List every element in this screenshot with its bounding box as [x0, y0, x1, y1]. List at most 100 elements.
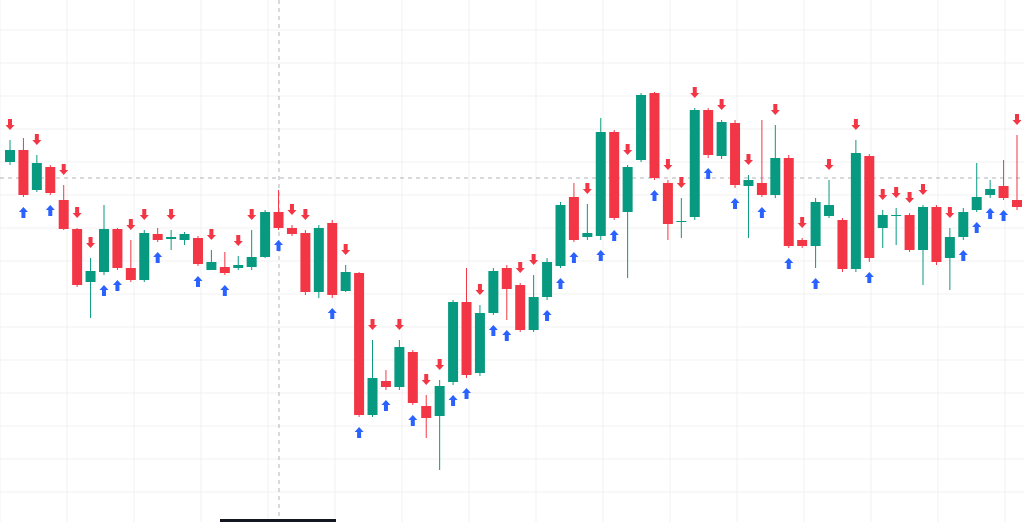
- sell-arrow: [139, 209, 149, 220]
- candle-body: [421, 406, 432, 418]
- sell-arrow: [287, 204, 297, 215]
- sell-arrow: [247, 209, 257, 220]
- buy-arrow: [448, 395, 458, 406]
- sell-arrow: [435, 359, 445, 370]
- sell-arrow: [59, 164, 69, 175]
- buy-arrow: [18, 207, 28, 218]
- candle-body: [958, 212, 969, 237]
- candle-body: [904, 215, 915, 250]
- sell-arrow: [72, 207, 82, 218]
- sell-arrow: [475, 284, 485, 295]
- candle-body: [273, 212, 284, 228]
- candle-body: [286, 228, 297, 234]
- candle-body: [582, 233, 593, 237]
- buy-arrow: [609, 230, 619, 241]
- buy-arrow: [649, 190, 659, 201]
- candle-body: [542, 262, 553, 297]
- buy-arrow: [999, 210, 1009, 221]
- buy-arrow: [45, 205, 55, 216]
- candle-body: [139, 233, 150, 280]
- candle-body: [179, 234, 190, 240]
- candle-body: [636, 95, 647, 160]
- sell-arrow: [824, 159, 834, 170]
- sell-arrow: [891, 187, 901, 198]
- candle-body: [918, 207, 929, 250]
- candle-body: [407, 352, 418, 403]
- buy-arrow: [193, 276, 203, 287]
- candle-body: [810, 202, 821, 246]
- sell-arrow: [690, 87, 700, 98]
- buy-arrow: [555, 278, 565, 289]
- sell-arrow: [1012, 114, 1022, 125]
- sell-arrow: [32, 134, 42, 145]
- buy-arrow: [274, 240, 284, 251]
- candle-body: [448, 302, 459, 382]
- candle-body: [864, 156, 875, 258]
- candle-body: [770, 158, 781, 195]
- candle-body: [152, 234, 163, 240]
- sell-arrow: [676, 177, 686, 188]
- candle-body: [837, 220, 848, 269]
- candle-body: [488, 271, 499, 313]
- sell-arrow: [341, 244, 351, 255]
- candle-body: [166, 237, 177, 239]
- sell-arrow: [851, 119, 861, 130]
- sell-arrow: [166, 209, 176, 220]
- candle-body: [689, 110, 700, 217]
- candle-body: [58, 200, 69, 229]
- sell-arrow: [394, 319, 404, 330]
- candle-body: [380, 381, 391, 387]
- sell-arrow: [945, 207, 955, 218]
- candle-body: [85, 271, 96, 282]
- buy-arrow: [354, 427, 364, 438]
- candle-body: [233, 265, 244, 268]
- candle-body: [998, 186, 1009, 198]
- candle-body: [206, 262, 217, 270]
- candle-body: [474, 313, 485, 373]
- buy-arrow: [99, 285, 109, 296]
- candle-body: [716, 122, 727, 156]
- candle-body: [327, 223, 338, 295]
- buy-arrow: [958, 250, 968, 261]
- candle-body: [676, 221, 687, 222]
- buy-arrow: [757, 207, 767, 218]
- sell-arrow: [743, 154, 753, 165]
- candle-body: [985, 189, 996, 195]
- buy-arrow: [703, 168, 713, 179]
- sell-arrow: [905, 192, 915, 203]
- buy-arrow: [502, 330, 512, 341]
- candle-body: [1012, 200, 1022, 207]
- buy-arrow: [327, 308, 337, 319]
- candle-body: [783, 158, 794, 246]
- candle-body: [461, 302, 472, 375]
- candle-body: [528, 297, 539, 330]
- sell-arrow: [878, 189, 888, 200]
- sell-arrow: [717, 99, 727, 110]
- candle-body: [434, 386, 445, 416]
- candle-body: [31, 163, 42, 190]
- candle-body: [125, 268, 136, 280]
- candle-body: [568, 197, 579, 240]
- sell-arrow: [770, 104, 780, 115]
- buy-arrow: [112, 280, 122, 291]
- candle-body: [555, 205, 566, 266]
- candle-body: [609, 132, 620, 218]
- buy-arrow: [569, 252, 579, 263]
- candle-body: [649, 93, 660, 178]
- candle-body: [501, 268, 512, 289]
- candle-body: [931, 207, 942, 262]
- sell-arrow: [233, 235, 243, 246]
- buy-arrow: [462, 388, 472, 399]
- candle-body: [730, 123, 741, 185]
- candle-body: [300, 233, 311, 292]
- sell-arrow: [421, 374, 431, 385]
- candle-body: [394, 347, 405, 387]
- sell-arrow: [918, 184, 928, 195]
- buy-arrow: [596, 250, 606, 261]
- sell-arrow: [5, 119, 15, 130]
- candle-body: [662, 183, 673, 224]
- sell-arrow: [86, 237, 96, 248]
- buy-arrow: [542, 310, 552, 321]
